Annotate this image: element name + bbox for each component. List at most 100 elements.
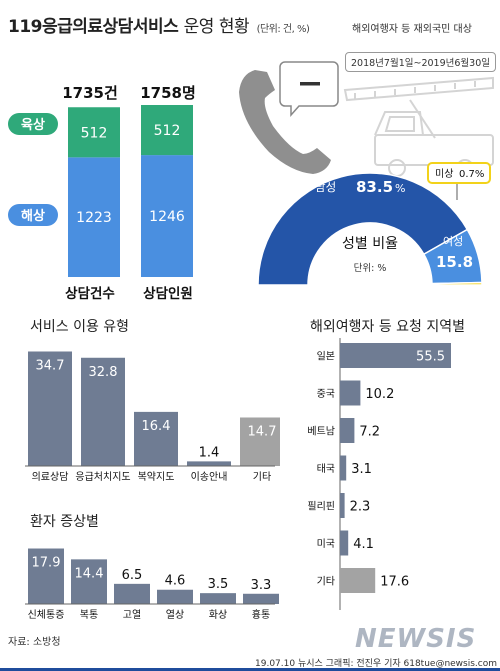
bar-value-label: 4.1 [353, 537, 374, 552]
bar-중국 [340, 380, 361, 406]
tick-label: 복통 [80, 609, 98, 621]
tick-label: 고열 [123, 609, 141, 621]
tick-label: 태국 [317, 463, 335, 475]
bar-고열 [114, 583, 150, 604]
symptom-chart: 17.9 신체통증 14.4 복통 6.5 고열 4.6 열상 3.5 화상 3.3 흉통 [25, 548, 279, 621]
tick-label: 기타 [317, 576, 335, 588]
bar-육상-2 [141, 105, 193, 156]
bar-응급처치지도 [81, 357, 125, 466]
legend-land-label: 육상 [21, 117, 45, 133]
female-label: 여성 [443, 235, 463, 248]
bar-value-label: 512 [81, 125, 108, 141]
bar-value-label: 1.4 [199, 445, 220, 460]
tick-label: 미국 [317, 538, 335, 550]
bar-value-label: 6.5 [122, 568, 143, 583]
bottom-rule [0, 668, 500, 671]
bar-value-label: 7.2 [359, 425, 380, 440]
legend-land [8, 113, 58, 135]
bar-value-label: 17.9 [32, 556, 61, 571]
male-value: 83.5 [356, 178, 393, 196]
female-value: 15.8 [436, 253, 473, 271]
bar-value-label: 55.5 [416, 350, 445, 365]
period-box: 2018년7월1일~2019년6월30일 [345, 52, 496, 72]
region-chart: 55.5 일본 10.2 중국 7.2 베트남 3.1 태국 2.3 필리핀 4.1 미국 17.6 기타 [307, 338, 451, 610]
bar-육상-1 [68, 107, 120, 158]
bar-value-label: 512 [154, 123, 181, 139]
unknown-callout [427, 162, 491, 184]
unknown-value: 0.7% [459, 169, 484, 180]
tick-label: 필리핀 [307, 501, 335, 513]
tick-label: 응급처치지도 [75, 471, 130, 483]
bar-화상 [200, 593, 236, 604]
bar-필리핀 [340, 493, 345, 518]
bar-미국 [340, 530, 349, 556]
gender-donut-chart: 남성 83.5 % 여성 15.8 미상 0.7% 성별 비율 단위: % [257, 162, 491, 286]
service-type-title: 서비스 이용 유형 [30, 319, 130, 335]
bar-해상-2 [141, 155, 193, 277]
donut-slice-1 [257, 172, 469, 286]
category-label-cases: 상담건수 [65, 285, 115, 302]
donut-slice-3 [431, 281, 483, 286]
tick-label: 열상 [166, 609, 184, 621]
donut-title: 성별 비율 [342, 236, 398, 252]
tick-label: 의료상담 [32, 471, 69, 483]
bar-기타 [340, 568, 376, 593]
target-note: 해외여행자 등 재외국민 대상 [352, 24, 472, 35]
phone-icon [239, 70, 331, 174]
chart-title: 119응급의료상담서비스 운영 현황 (단위: 건, %) [8, 12, 310, 37]
source-note: 자료: 소방청 [8, 637, 61, 648]
bar-복약지도 [134, 411, 178, 466]
bar-value-label: 3.5 [208, 577, 229, 592]
bar-태국 [340, 455, 347, 481]
bar-value-label: 3.3 [251, 578, 272, 593]
bar-value-label: 1246 [149, 209, 185, 225]
bar-신체통증 [28, 548, 64, 604]
bar-해상-1 [68, 157, 120, 277]
legend-sea [8, 204, 58, 226]
unit-label: (단위: 건, %) [256, 24, 310, 35]
speech-bubble-icon [279, 61, 339, 117]
bar-value-label: 16.4 [142, 419, 171, 434]
bar-기타 [240, 417, 280, 466]
bar-value-label: 32.8 [89, 365, 118, 380]
fire-truck-icon [343, 76, 494, 177]
bar-value-label: 4.6 [165, 574, 186, 589]
bar-이송안내 [187, 461, 231, 466]
bar-value-label: 2.3 [350, 500, 371, 515]
bar-value-label: 14.7 [248, 424, 277, 439]
illustration [239, 61, 494, 177]
service-type-chart: 34.7 의료상담 32.8 응급처치지도 16.4 복약지도 1.4 이송안내 14.7 기타 [25, 351, 280, 483]
bar-value-label: 34.7 [36, 358, 65, 373]
bar-value-label: 10.2 [365, 387, 394, 402]
tick-label: 이송안내 [191, 471, 228, 483]
tick-label: 기타 [253, 471, 271, 483]
bar-일본 [340, 343, 451, 368]
legend-sea-label: 해상 [21, 208, 45, 224]
tick-label: 화상 [209, 609, 227, 621]
credit-note: 19.07.10 뉴시스 그래픽: 전진우 기자 618tue@newsis.c… [255, 659, 498, 669]
bar-의료상담 [28, 351, 72, 466]
bar-value-label: 17.6 [380, 575, 409, 590]
male-suffix: % [395, 182, 405, 195]
unknown-label: 미상 [435, 168, 453, 180]
bar-value-label: 14.4 [75, 566, 104, 581]
total-label-cases: 1735건 [62, 84, 118, 102]
bar-복통 [71, 559, 107, 604]
title-sub: 운영 현황 [183, 17, 250, 37]
category-label-people: 상담인원 [143, 285, 193, 302]
bar-베트남 [340, 418, 355, 443]
title-main: 119응급의료상담서비스 [8, 17, 179, 37]
tick-label: 복약지도 [138, 471, 175, 483]
bar-흉통 [243, 593, 279, 604]
region-title: 해외여행자 등 요청 지역별 [310, 319, 466, 335]
tick-label: 베트남 [307, 426, 335, 438]
bar-열상 [157, 589, 193, 604]
watermark-logo: NEWSIS [355, 624, 477, 654]
bar-value-label: 3.1 [351, 462, 372, 477]
male-label: 남성 [315, 180, 336, 194]
total-label-people: 1758명 [140, 84, 196, 102]
totals-chart: 1735건 1758명 1223 512 1246 512 육상 해상 상담건수 상담… [8, 84, 196, 302]
tick-label: 흉통 [252, 608, 270, 621]
symptom-title: 환자 증상별 [30, 514, 99, 530]
bar-value-label: 1223 [76, 210, 112, 226]
